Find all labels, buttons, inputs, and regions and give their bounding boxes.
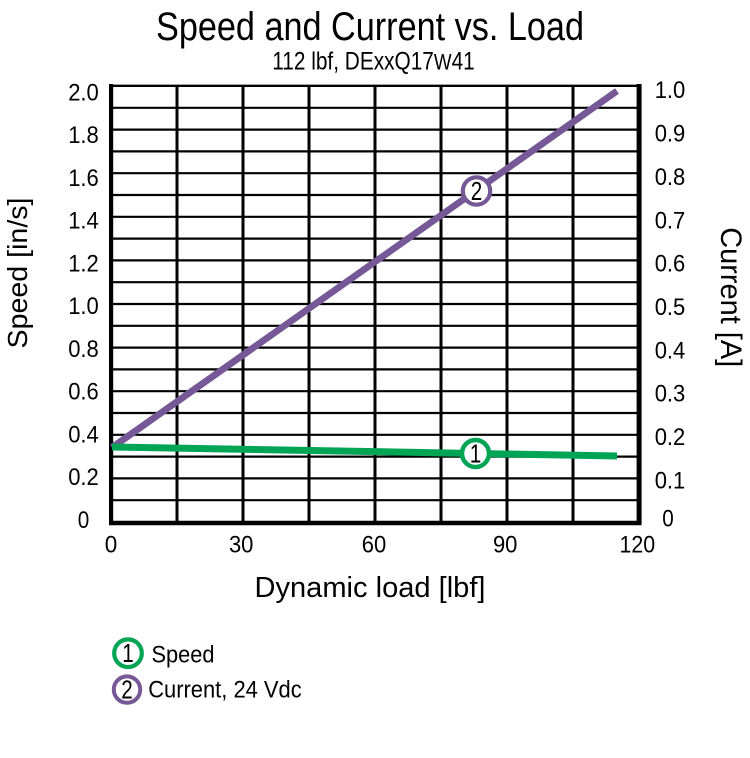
- svg-text:0.4: 0.4: [655, 337, 686, 364]
- svg-text:1.8: 1.8: [68, 122, 99, 149]
- svg-text:0: 0: [662, 506, 674, 533]
- svg-text:1.6: 1.6: [68, 165, 99, 192]
- svg-text:0.5: 0.5: [655, 294, 686, 321]
- svg-text:0.4: 0.4: [68, 422, 99, 449]
- svg-text:120: 120: [620, 532, 656, 559]
- svg-text:90: 90: [493, 532, 518, 559]
- svg-text:0.7: 0.7: [655, 207, 686, 234]
- svg-text:0.3: 0.3: [655, 381, 686, 408]
- svg-text:1: 1: [470, 440, 482, 468]
- svg-text:30: 30: [229, 532, 254, 559]
- svg-text:1.0: 1.0: [655, 77, 686, 104]
- svg-text:2: 2: [471, 178, 483, 206]
- svg-text:2.0: 2.0: [68, 79, 99, 106]
- svg-text:1.4: 1.4: [68, 208, 99, 235]
- svg-text:1.2: 1.2: [68, 251, 99, 278]
- svg-text:0: 0: [105, 532, 118, 559]
- svg-text:Speed [in/s]: Speed [in/s]: [2, 198, 33, 349]
- svg-text:Speed: Speed: [152, 641, 215, 668]
- svg-text:2: 2: [121, 676, 133, 704]
- svg-text:0.6: 0.6: [655, 251, 686, 278]
- svg-text:1.0: 1.0: [68, 293, 99, 320]
- svg-text:0: 0: [78, 507, 90, 534]
- svg-text:1: 1: [122, 640, 134, 668]
- svg-text:0.8: 0.8: [68, 336, 99, 363]
- svg-text:112 lbf, DExxQ17W41: 112 lbf, DExxQ17W41: [272, 48, 474, 76]
- svg-text:0.1: 0.1: [655, 467, 686, 494]
- svg-text:Dynamic load [lbf]: Dynamic load [lbf]: [255, 572, 486, 604]
- svg-text:0.8: 0.8: [655, 164, 686, 191]
- svg-text:0.6: 0.6: [68, 379, 99, 406]
- svg-text:60: 60: [362, 532, 387, 559]
- svg-text:0.2: 0.2: [655, 424, 686, 451]
- svg-text:Current, 24 Vdc: Current, 24 Vdc: [148, 676, 302, 703]
- svg-text:Current [A]: Current [A]: [714, 227, 747, 367]
- svg-text:0.9: 0.9: [655, 121, 686, 148]
- svg-text:0.2: 0.2: [68, 464, 99, 491]
- svg-text:Speed and Current vs. Load: Speed and Current vs. Load: [156, 5, 584, 49]
